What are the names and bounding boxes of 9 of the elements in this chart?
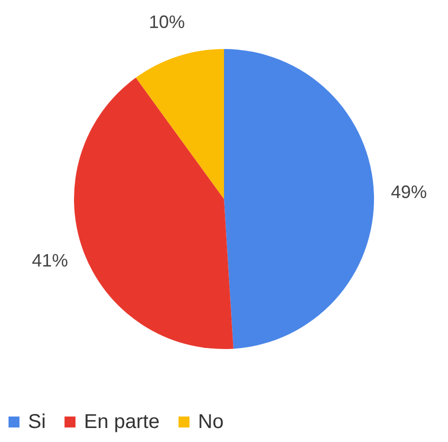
data-label: 49% (390, 182, 427, 202)
data-label: 41% (32, 250, 68, 271)
legend-label: En parte (84, 411, 160, 433)
pie-slice (224, 49, 374, 349)
pie-slice (74, 78, 234, 349)
pie-slice (136, 49, 224, 199)
legend-label: No (198, 411, 224, 433)
legend-label: Si (28, 411, 46, 433)
data-label: 10% (148, 12, 185, 32)
